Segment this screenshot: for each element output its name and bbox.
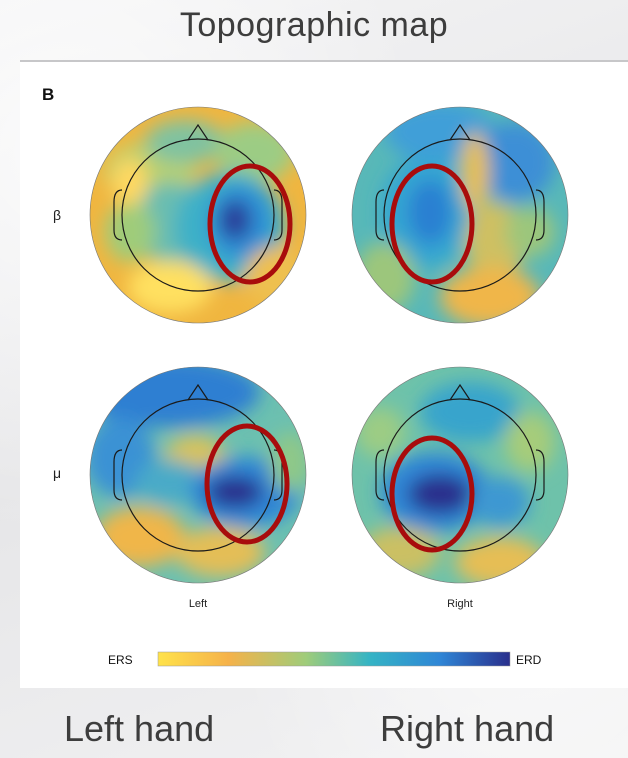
colorbar: [157, 651, 511, 667]
topomap-mu-right: [351, 366, 569, 584]
column-label-right: Right: [447, 598, 473, 610]
topomap-mu-left: [89, 366, 307, 584]
highlight-ellipse-beta-right: [389, 163, 475, 285]
topography-figure: B β μ: [42, 85, 569, 667]
highlight-ellipse-mu-right: [389, 435, 475, 553]
topomap-beta-right: [351, 106, 569, 324]
figure-panel: B β μ: [20, 62, 628, 688]
highlight-ellipse-mu-left: [204, 423, 290, 545]
row-label-beta: β: [53, 207, 61, 223]
title-divider: [20, 60, 628, 62]
panel-label: B: [42, 85, 54, 104]
column-label-left: Left: [189, 598, 207, 610]
right-hand-label: Right hand: [380, 708, 555, 749]
topomap-beta-left: [89, 106, 307, 324]
row-label-mu: μ: [53, 465, 61, 481]
colorbar-label-erd: ERD: [516, 653, 542, 667]
slide-title: Topographic map: [179, 6, 449, 44]
highlight-ellipse-beta-left: [207, 163, 293, 285]
colorbar-label-ers: ERS: [108, 653, 133, 667]
left-hand-label: Left hand: [64, 708, 215, 749]
